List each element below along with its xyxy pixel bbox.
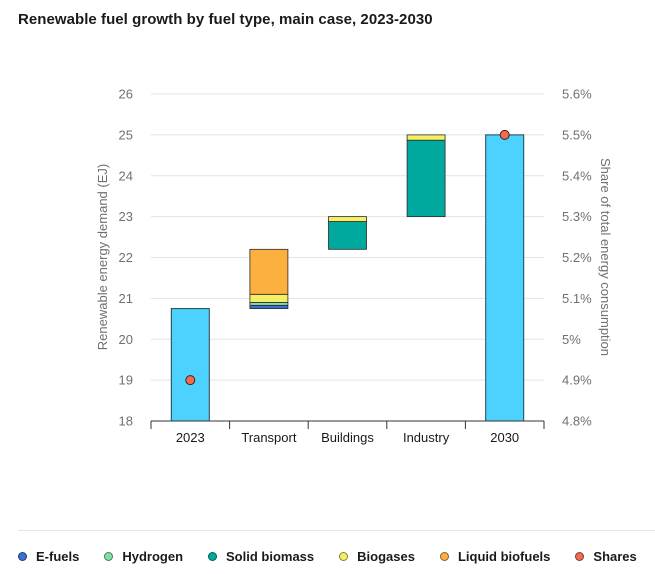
bar-transport-hydrogen (249, 302, 289, 306)
x-tick-label: 2030 (490, 430, 519, 445)
legend-item-e-fuels[interactable]: E-fuels (18, 549, 79, 564)
bar-buildings-biogases (328, 216, 367, 222)
legend-label: E-fuels (36, 549, 80, 564)
y2-tick-label: 4.9% (562, 373, 592, 388)
y-tick-label: 25 (119, 127, 133, 142)
legend-swatch (575, 552, 585, 561)
bars (170, 134, 525, 422)
legend-item-liquid-biofuels[interactable]: Liquid biofuels (439, 549, 551, 564)
legend-label: Shares (593, 549, 637, 564)
legend: E-fuels Hydrogen Solid biomass Biogases Liqu… (18, 549, 637, 564)
bar-total-2030 (485, 134, 525, 422)
x-tick-label: 2023 (176, 430, 205, 445)
y2-tick-label: 4.8% (562, 414, 592, 429)
legend-divider (18, 530, 655, 531)
bar-transport-e-fuels (249, 304, 289, 309)
legend-item-biogases[interactable]: Biogases (339, 549, 415, 564)
y-tick-label: 21 (119, 291, 133, 306)
x-tick-label: Transport (241, 430, 297, 445)
y-tick-label: 22 (119, 250, 133, 265)
y2-axis-title: Share of total energy consumption (598, 158, 613, 356)
y-axis-title: Renewable energy demand (EJ) (95, 164, 110, 350)
y2-tick-label: 5.5% (562, 127, 592, 142)
bar-total-2023 (170, 308, 210, 422)
legend-item-solid-biomass[interactable]: Solid biomass (208, 549, 314, 564)
y-tick-label: 26 (119, 87, 133, 102)
bar-transport-liquid-biofuels (249, 248, 289, 295)
bar-transport-biogases (249, 293, 289, 303)
y-tick-label: 19 (119, 373, 133, 388)
bar-industry-solid-biomass (406, 139, 446, 218)
share-markers (185, 129, 510, 386)
legend-swatch (104, 552, 114, 561)
y2-tick-label: 5.4% (562, 168, 592, 183)
chart-title: Renewable fuel growth by fuel type, main… (18, 11, 433, 28)
y-tick-label: 24 (119, 168, 133, 183)
share-marker-2030 (499, 129, 510, 140)
y-tick-label: 20 (119, 332, 133, 347)
y2-tick-label: 5.6% (562, 87, 592, 102)
legend-swatch (439, 552, 449, 561)
y2-tick-label: 5.1% (562, 291, 592, 306)
x-axis: 2023 Transport Buildings Industry 2030 (150, 420, 545, 445)
y-tick-label: 18 (119, 414, 133, 429)
x-tick-label: Industry (403, 430, 450, 445)
share-marker-2023 (185, 375, 196, 386)
legend-label: Biogases (357, 549, 415, 564)
y2-tick-label: 5.2% (562, 250, 592, 265)
bar-buildings-solid-biomass (328, 221, 367, 250)
legend-label: Solid biomass (226, 549, 315, 564)
x-tick-label: Buildings (321, 430, 374, 445)
y2-tick-label: 5.3% (562, 209, 592, 224)
legend-label: Hydrogen (122, 549, 184, 564)
chart-canvas: 18 19 20 21 22 23 24 25 26 4.8% 4.9% 5% 5.1% 5.2% 5.3… (95, 87, 613, 446)
legend-label: Liquid biofuels (457, 549, 551, 564)
legend-swatch (18, 552, 27, 561)
legend-swatch (339, 552, 349, 561)
y2-tick-label: 5% (562, 332, 581, 347)
right-axis: 4.8% 4.9% 5% 5.1% 5.2% 5.3% 5.4% 5.5% 5.6% (562, 87, 592, 429)
legend-item-hydrogen[interactable]: Hydrogen (104, 549, 183, 564)
left-axis: 18 19 20 21 22 23 24 25 26 (119, 87, 133, 429)
y-tick-label: 23 (119, 209, 133, 224)
bar-industry-biogases (406, 134, 446, 141)
legend-item-shares[interactable]: Shares (575, 549, 637, 564)
legend-swatch (208, 552, 218, 561)
